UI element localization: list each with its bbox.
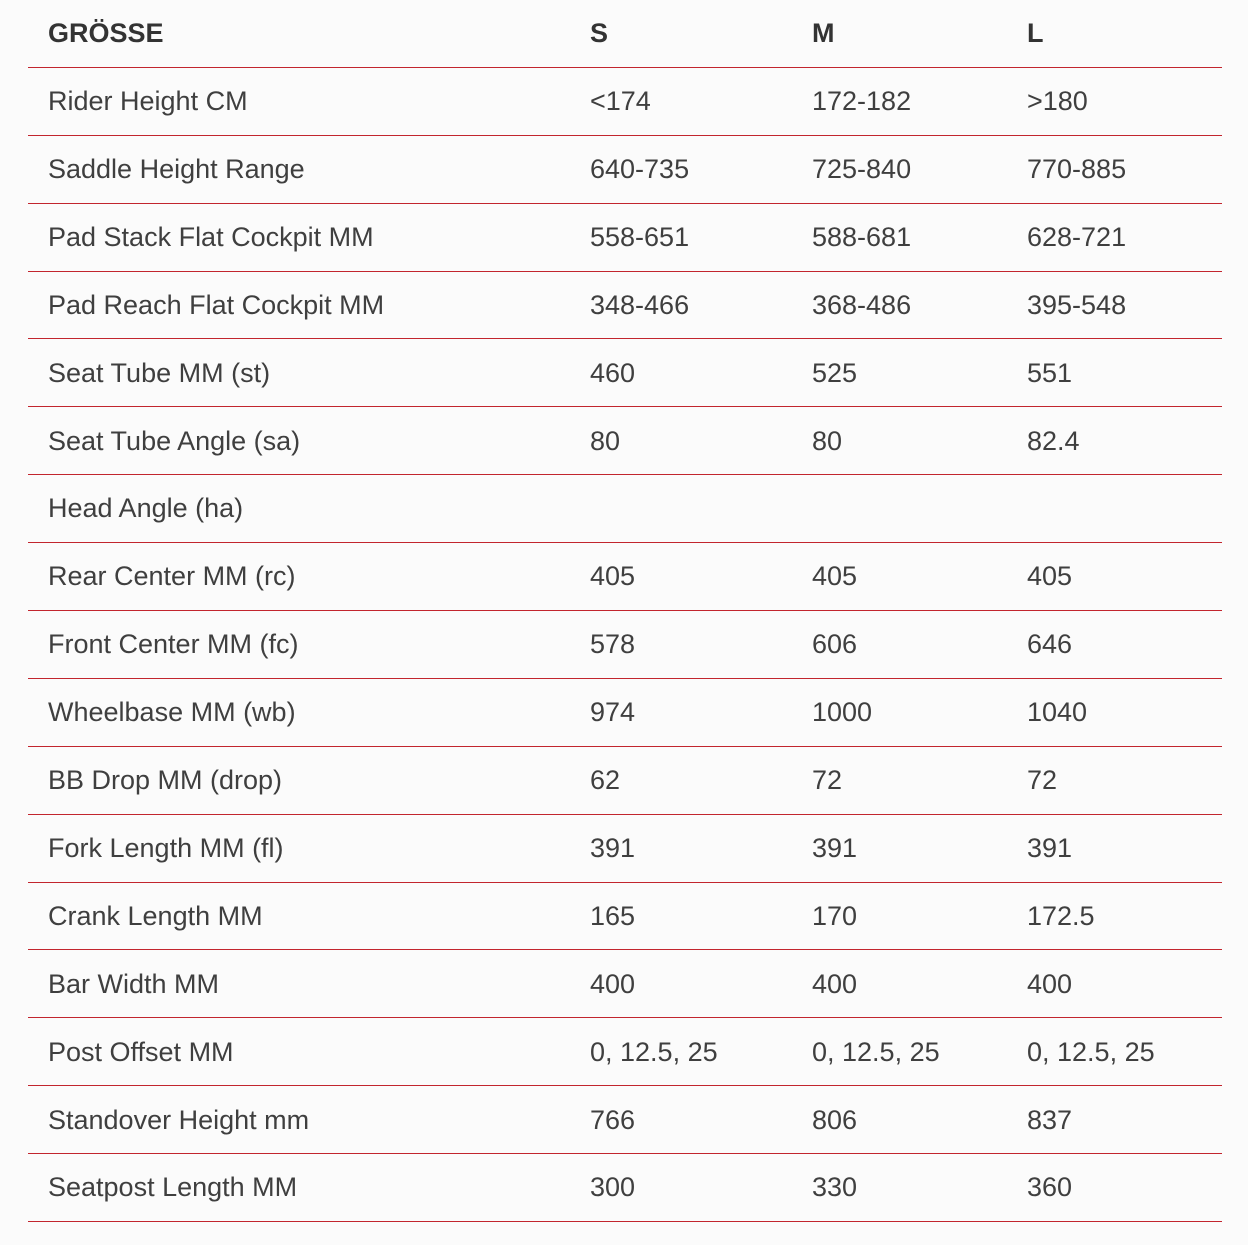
row-value-l: 400 — [1027, 968, 1073, 999]
geometry-table: GRÖSSE S M L Rider Height CM <174 172-18… — [28, 0, 1222, 1223]
row-label: Rider Height CM — [48, 86, 248, 117]
row-value-l: 646 — [1027, 629, 1073, 660]
table-row: Rear Center MM (rc) 405 405 405 — [28, 543, 1222, 612]
row-label: Pad Stack Flat Cockpit MM — [48, 221, 374, 252]
row-value-s: 766 — [590, 1104, 636, 1135]
row-value-s: <174 — [590, 86, 651, 117]
row-value-l: 551 — [1027, 357, 1073, 388]
row-value-s: 80 — [590, 425, 621, 456]
row-value-m: 172-182 — [812, 86, 912, 117]
table-row: Rider Height CM <174 172-182 >180 — [28, 68, 1222, 136]
row-value-l: 172.5 — [1027, 900, 1095, 931]
row-value-s: 165 — [590, 900, 636, 931]
row-label: Seatpost Length MM — [48, 1172, 298, 1203]
row-label: Standover Height mm — [48, 1104, 310, 1135]
row-value-s: 405 — [590, 561, 636, 592]
row-label: Seat Tube MM (st) — [48, 357, 271, 388]
row-value-m: 400 — [812, 968, 858, 999]
row-label: Pad Reach Flat Cockpit MM — [48, 289, 385, 320]
row-label: Head Angle (ha) — [48, 493, 244, 524]
row-value-s: 640-735 — [590, 154, 690, 185]
table-row: Head Angle (ha) — [28, 475, 1222, 544]
row-value-s: 391 — [590, 832, 636, 863]
row-value-s: 62 — [590, 765, 621, 796]
row-value-l: 395-548 — [1027, 289, 1127, 320]
row-value-m: 80 — [812, 425, 843, 456]
table-row: Post Offset MM 0, 12.5, 25 0, 12.5, 25 0… — [28, 1018, 1222, 1087]
table-row: Seat Tube Angle (sa) 80 80 82.4 — [28, 407, 1222, 476]
table-row: Wheelbase MM (wb) 974 1000 1040 — [28, 679, 1222, 747]
table-row: Pad Stack Flat Cockpit MM 558-651 588-68… — [28, 204, 1222, 272]
table-row: Pad Reach Flat Cockpit MM 348-466 368-48… — [28, 272, 1222, 340]
row-value-s: 974 — [590, 697, 636, 728]
table-row: BB Drop MM (drop) 62 72 72 — [28, 747, 1222, 815]
row-value-m: 606 — [812, 629, 858, 660]
row-label: Wheelbase MM (wb) — [48, 697, 296, 728]
row-value-l: 837 — [1027, 1104, 1073, 1135]
row-value-s: 400 — [590, 968, 636, 999]
row-value-l: 770-885 — [1027, 154, 1127, 185]
row-label: Crank Length MM — [48, 900, 263, 931]
size-header-label: GRÖSSE — [48, 18, 164, 49]
row-value-l: 0, 12.5, 25 — [1027, 1036, 1155, 1067]
row-value-m: 405 — [812, 561, 858, 592]
row-value-l: 72 — [1027, 765, 1058, 796]
column-header-l: L — [1027, 18, 1044, 49]
row-value-l: 391 — [1027, 832, 1073, 863]
row-label: Bar Width MM — [48, 968, 220, 999]
row-value-l: 1040 — [1027, 697, 1088, 728]
column-header-s: S — [590, 18, 609, 49]
row-value-m: 588-681 — [812, 221, 912, 252]
row-value-l: >180 — [1027, 86, 1088, 117]
row-label: Post Offset MM — [48, 1036, 234, 1067]
row-value-s: 578 — [590, 629, 636, 660]
table-row: Fork Length MM (fl) 391 391 391 — [28, 815, 1222, 883]
row-value-m: 368-486 — [812, 289, 912, 320]
row-value-s: 0, 12.5, 25 — [590, 1036, 718, 1067]
row-value-m: 0, 12.5, 25 — [812, 1036, 940, 1067]
row-label: Saddle Height Range — [48, 154, 305, 185]
row-value-m: 1000 — [812, 697, 873, 728]
row-label: Seat Tube Angle (sa) — [48, 425, 301, 456]
row-value-l: 628-721 — [1027, 221, 1127, 252]
table-row: Standover Height mm 766 806 837 — [28, 1086, 1222, 1155]
row-label: Front Center MM (fc) — [48, 629, 299, 660]
column-header-m: M — [812, 18, 835, 49]
row-value-l: 82.4 — [1027, 425, 1080, 456]
row-value-s: 348-466 — [590, 289, 690, 320]
row-value-l: 360 — [1027, 1172, 1073, 1203]
row-value-s: 558-651 — [590, 221, 690, 252]
table-header-row: GRÖSSE S M L — [28, 0, 1222, 68]
row-value-m: 330 — [812, 1172, 858, 1203]
row-value-m: 391 — [812, 832, 858, 863]
row-label: BB Drop MM (drop) — [48, 765, 283, 796]
table-row: Saddle Height Range 640-735 725-840 770-… — [28, 136, 1222, 204]
table-row: Front Center MM (fc) 578 606 646 — [28, 611, 1222, 679]
table-row: Seat Tube MM (st) 460 525 551 — [28, 339, 1222, 408]
row-value-s: 300 — [590, 1172, 636, 1203]
table-row: Crank Length MM 165 170 172.5 — [28, 883, 1222, 951]
row-value-m: 725-840 — [812, 154, 912, 185]
row-value-m: 525 — [812, 357, 858, 388]
row-value-l: 405 — [1027, 561, 1073, 592]
table-row: Seatpost Length MM 300 330 360 — [28, 1154, 1222, 1223]
row-value-m: 72 — [812, 765, 843, 796]
row-value-m: 806 — [812, 1104, 858, 1135]
table-body: Rider Height CM <174 172-182 >180 Saddle… — [28, 68, 1222, 1223]
row-value-m: 170 — [812, 900, 858, 931]
table-row: Bar Width MM 400 400 400 — [28, 950, 1222, 1019]
row-label: Fork Length MM (fl) — [48, 832, 284, 863]
row-value-s: 460 — [590, 357, 636, 388]
row-label: Rear Center MM (rc) — [48, 561, 296, 592]
